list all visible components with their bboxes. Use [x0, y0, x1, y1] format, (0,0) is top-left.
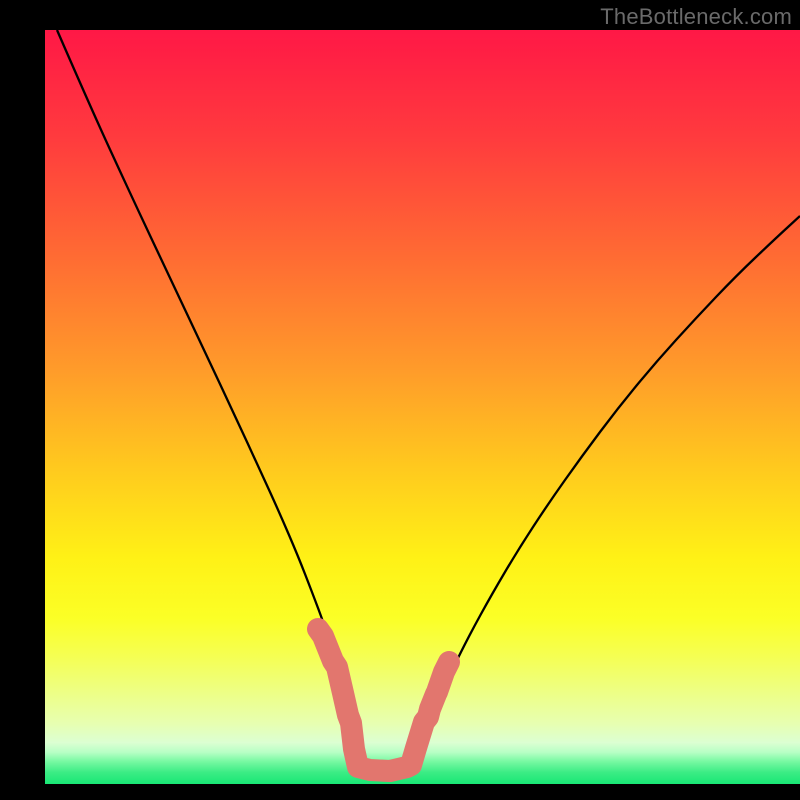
chart-container: TheBottleneck.com: [0, 0, 800, 800]
plot-background-gradient: [45, 30, 800, 784]
watermark-text: TheBottleneck.com: [600, 4, 792, 30]
bottleneck-chart: [0, 0, 800, 800]
